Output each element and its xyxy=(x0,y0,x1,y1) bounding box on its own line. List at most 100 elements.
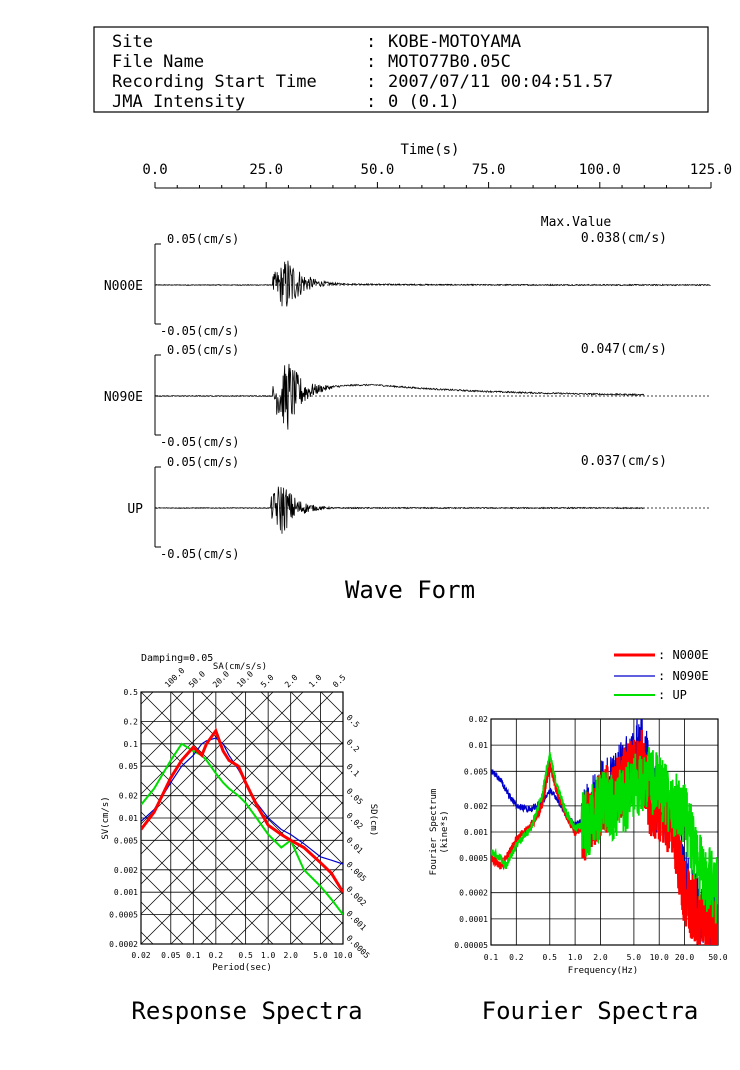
header-colon: : xyxy=(366,92,376,112)
fourier-spectra-title: Fourier Spectra xyxy=(482,997,699,1025)
rs-xtick-label: 2.0 xyxy=(283,951,298,960)
rs-sd-tick-label: 0.5 xyxy=(345,713,362,730)
channel-max-value: 0.037(cm/s) xyxy=(581,454,667,469)
rs-grid-diag xyxy=(141,692,334,885)
fs-ytick-label: 0.01 xyxy=(469,741,488,750)
fs-xtick-label: 0.2 xyxy=(509,953,524,962)
rs-grid-diag xyxy=(141,692,214,765)
time-axis: Time(s) 0.0 25.0 50.0 75.0 100.0 125.0 xyxy=(142,142,732,189)
sa-axis-label: SA(cm/s/s) xyxy=(213,662,267,672)
fourier-ylabel-2: (kine*s) xyxy=(440,810,450,853)
rs-grid-diag xyxy=(141,901,184,944)
fs-xtick-label: 0.5 xyxy=(543,953,558,962)
rs-grid-diag xyxy=(141,811,274,944)
waveform-trace-up xyxy=(155,486,645,534)
channel-max-value: 0.038(cm/s) xyxy=(581,231,667,246)
period-axis-label: Period(sec) xyxy=(212,963,272,973)
frequency-axis-label: Frequency(Hz) xyxy=(568,966,638,976)
rs-grid-diag xyxy=(260,692,343,775)
header-value-time: 2007/07/11 00:04:51.57 xyxy=(388,72,613,92)
rs-grid-diag xyxy=(200,801,343,944)
fs-xtick-label: 5.0 xyxy=(627,953,642,962)
sd-axis-label: SD(cm) xyxy=(368,804,378,837)
fs-xtick-label: 0.1 xyxy=(484,953,499,962)
header-label-file: File Name xyxy=(112,52,204,72)
rs-grid-diag xyxy=(141,721,343,925)
channel-bottom-label: -0.05(cm/s) xyxy=(160,324,239,338)
max-value-label: Max.Value xyxy=(541,215,612,230)
fs-xtick-label: 20.0 xyxy=(675,953,694,962)
legend-label-n000e: : N000E xyxy=(658,648,709,662)
channel-max-value: 0.047(cm/s) xyxy=(581,342,667,357)
sv-axis-label: SV(cm/s) xyxy=(101,796,111,839)
rs-xtick-label: 0.1 xyxy=(186,951,201,960)
fs-ytick-label: 0.02 xyxy=(469,715,488,724)
header-colon: : xyxy=(366,52,376,72)
waveform-trace-n000e xyxy=(154,260,711,307)
rs-grid-diag xyxy=(141,692,304,855)
rs-ytick-label: 0.005 xyxy=(114,836,138,845)
rs-sa-tick-label: 50.0 xyxy=(187,669,207,689)
fs-ytick-label: 0.00005 xyxy=(454,941,488,950)
rs-grid-diag xyxy=(141,711,343,915)
fs-series-up xyxy=(491,747,718,924)
header-label-time: Recording Start Time xyxy=(112,72,317,92)
rs-grid-diag xyxy=(141,871,214,944)
rs-sa-tick-label: 1.0 xyxy=(307,673,324,690)
fourier-ylabel-1: Fourier Spectrum xyxy=(429,789,439,876)
rs-ytick-label: 0.5 xyxy=(124,688,139,697)
fs-series-n000e xyxy=(491,729,718,945)
damping-label: Damping=0.05 xyxy=(141,653,213,664)
fs-xtick-label: 1.0 xyxy=(568,953,583,962)
rs-xtick-label: 0.05 xyxy=(161,951,180,960)
rs-grid-diag xyxy=(230,692,343,805)
rs-series-up xyxy=(141,742,343,916)
rs-ytick-label: 0.002 xyxy=(114,866,138,875)
rs-series-n090e xyxy=(141,737,343,865)
rs-ytick-label: 0.0005 xyxy=(109,910,138,919)
channel-name: UP xyxy=(127,502,143,517)
rs-xtick-label: 1.0 xyxy=(261,951,276,960)
rs-sd-tick-label: 0.02 xyxy=(345,811,365,831)
rs-grid-diag xyxy=(230,831,343,944)
rs-grid-diag xyxy=(141,692,244,795)
rs-series-n000e xyxy=(141,727,343,893)
legend-label-up: : UP xyxy=(658,688,687,702)
rs-grid-diag xyxy=(290,891,343,944)
rs-sa-tick-label: 2.0 xyxy=(283,673,300,690)
response-spectra-title: Response Spectra xyxy=(131,997,362,1025)
rs-sd-tick-label: 0.1 xyxy=(345,762,362,779)
response-spectra-chart: Damping=0.05 SA(cm/s/s) 0.02 0.05 0.1 0.2 0.… xyxy=(101,653,378,973)
time-tick-label: 125.0 xyxy=(690,162,732,178)
rs-xtick-label: 0.2 xyxy=(209,951,224,960)
channel-up: 0.05(cm/s) -0.05(cm/s) UP 0.037(cm/s) xyxy=(127,454,711,561)
rs-ytick-label: 0.001 xyxy=(114,888,138,897)
rs-sa-tick-label: 10.0 xyxy=(235,669,255,689)
rs-sa-tick-label: 5.0 xyxy=(259,673,276,690)
time-tick-label: 50.0 xyxy=(361,162,395,178)
rs-sa-tick-label: 20.0 xyxy=(211,669,231,689)
fs-xtick-label: 10.0 xyxy=(650,953,669,962)
time-tick-label: 25.0 xyxy=(249,162,283,178)
rs-sd-tick-label: 0.001 xyxy=(345,909,369,933)
fs-ytick-label: 0.002 xyxy=(464,802,488,811)
rs-grid-diag xyxy=(170,771,343,944)
header-colon: : xyxy=(366,32,376,52)
rs-sd-tick-label: 0.005 xyxy=(345,860,369,884)
rs-ytick-label: 0.05 xyxy=(119,762,138,771)
time-tick-label: 75.0 xyxy=(472,162,506,178)
channel-bottom-label: -0.05(cm/s) xyxy=(160,435,239,449)
rs-grid-diag xyxy=(141,751,334,944)
channel-top-label: 0.05(cm/s) xyxy=(167,343,239,357)
rs-sd-tick-label: 0.01 xyxy=(345,836,365,856)
rs-grid-diag xyxy=(141,741,343,944)
waveform-title: Wave Form xyxy=(345,576,475,604)
header-box: Site File Name Recording Start Time JMA … xyxy=(93,26,709,113)
header-value-site: KOBE-MOTOYAMA xyxy=(388,32,521,52)
rs-sa-tick-label: 0.5 xyxy=(331,673,348,690)
channel-top-label: 0.05(cm/s) xyxy=(167,232,239,246)
fs-ytick-label: 0.005 xyxy=(464,767,488,776)
fs-xtick-label: 50.0 xyxy=(708,953,727,962)
rs-grid-diag xyxy=(141,781,304,944)
